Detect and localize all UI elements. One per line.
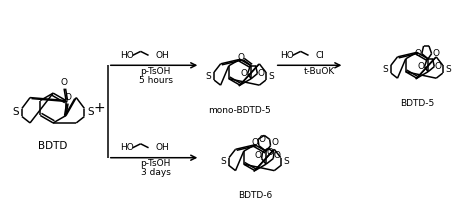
Text: S: S — [13, 107, 19, 117]
Text: O: O — [271, 138, 278, 147]
Text: S: S — [283, 157, 289, 166]
Text: O: O — [254, 151, 261, 160]
Text: S: S — [268, 72, 274, 81]
Text: p-TsOH: p-TsOH — [140, 159, 171, 168]
Text: O: O — [240, 69, 247, 78]
Text: OH: OH — [155, 51, 169, 60]
Text: +: + — [93, 101, 105, 115]
Text: S: S — [206, 72, 211, 81]
Text: O: O — [417, 62, 424, 71]
Text: O: O — [238, 53, 245, 62]
Text: S: S — [383, 65, 388, 74]
Text: HO: HO — [120, 51, 134, 60]
Text: t-BuOK: t-BuOK — [304, 67, 335, 76]
Text: O: O — [251, 138, 258, 147]
Text: O: O — [266, 148, 273, 157]
Text: HO: HO — [280, 51, 293, 60]
Text: BDTD-5: BDTD-5 — [400, 99, 434, 107]
Text: mono-BDTD-5: mono-BDTD-5 — [209, 105, 271, 115]
Text: O: O — [61, 78, 68, 87]
Text: S: S — [445, 65, 451, 74]
Text: Cl: Cl — [316, 51, 324, 60]
Text: OH: OH — [155, 143, 169, 152]
Text: S: S — [221, 157, 227, 166]
Text: O: O — [258, 69, 265, 78]
Text: BDTD-6: BDTD-6 — [238, 191, 272, 200]
Text: O: O — [432, 49, 439, 58]
Text: p-TsOH: p-TsOH — [140, 67, 171, 76]
Text: 3 days: 3 days — [141, 168, 171, 177]
Text: O: O — [259, 135, 265, 144]
Text: BDTD: BDTD — [38, 141, 68, 151]
Text: HO: HO — [120, 143, 134, 152]
Text: 5 hours: 5 hours — [138, 76, 173, 85]
Text: O: O — [414, 49, 421, 58]
Text: O: O — [435, 62, 442, 71]
Text: S: S — [87, 107, 94, 117]
Text: O: O — [64, 93, 72, 102]
Text: O: O — [273, 151, 281, 160]
